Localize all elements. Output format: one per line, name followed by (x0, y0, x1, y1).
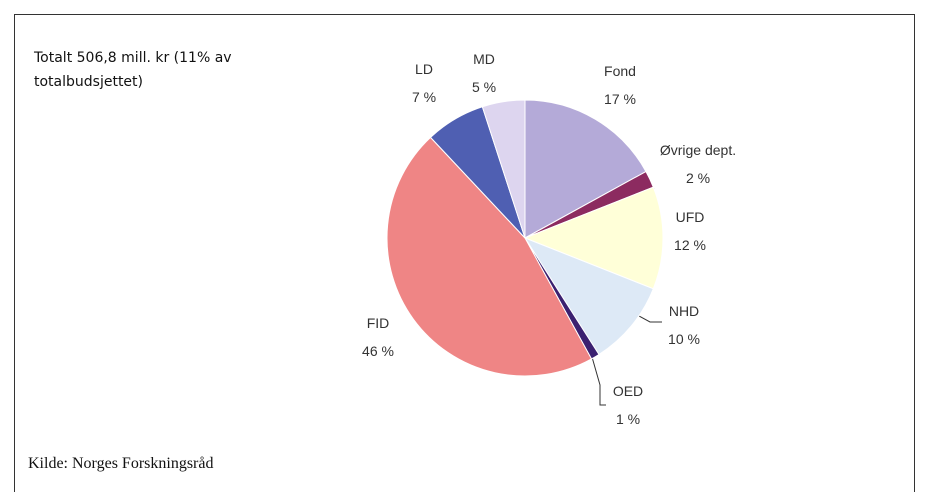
slice-value-label: 10 % (668, 331, 700, 347)
slice-value-label: 46 % (362, 343, 394, 359)
slice-value-label: 1 % (616, 411, 640, 427)
pie-slice (481, 99, 526, 239)
slice-label: UFD (676, 209, 705, 225)
pie-slice (523, 236, 654, 356)
slice-value-label: 7 % (412, 89, 436, 105)
leader-line (589, 349, 606, 406)
slice-label: Fond (604, 63, 636, 79)
pie-slice (523, 186, 664, 290)
chart-title: Totalt 506,8 mill. kr (11% av totalbudsj… (34, 50, 232, 90)
pie-slice (524, 99, 647, 239)
frame (14, 14, 915, 492)
slice-label: OED (613, 383, 643, 399)
slice-label: LD (415, 61, 433, 77)
slice-label: NHD (669, 303, 699, 319)
pie-slice (386, 136, 593, 377)
slice-value-label: 12 % (674, 237, 706, 253)
slice-value-label: 2 % (686, 170, 710, 186)
slice-value-label: 17 % (604, 91, 636, 107)
source-note: Kilde: Norges Forskningsråd (28, 455, 214, 472)
slice-label: MD (473, 51, 495, 67)
slice-label: Øvrige dept. (660, 142, 736, 158)
slice-label: FID (367, 315, 390, 331)
slice-value-label: 5 % (472, 79, 496, 95)
